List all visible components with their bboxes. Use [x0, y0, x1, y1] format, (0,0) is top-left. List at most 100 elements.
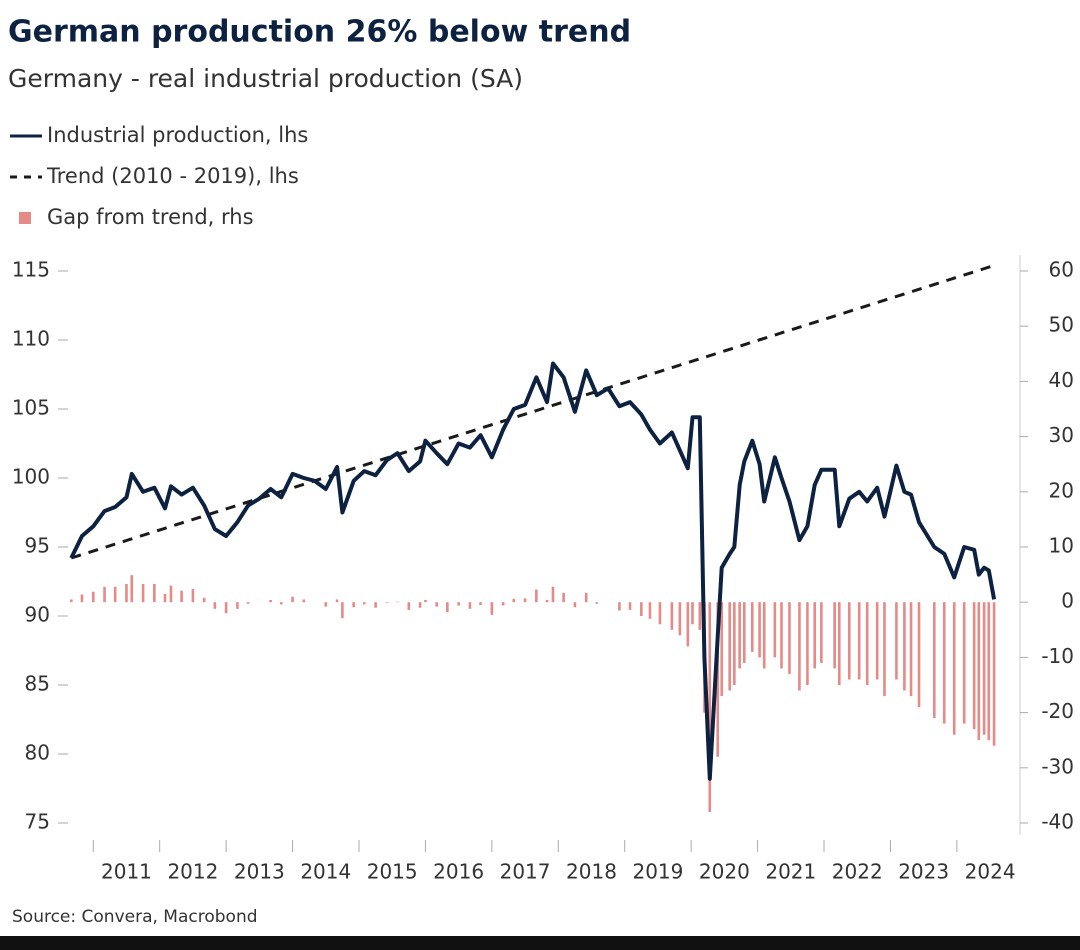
gap-bar — [479, 602, 482, 605]
gap-bar — [573, 602, 577, 608]
y2-tick-label: -40 — [1041, 810, 1074, 834]
gap-bar — [545, 599, 549, 603]
y-tick-label: 90 — [25, 603, 50, 627]
gap-bar — [952, 602, 956, 735]
x-tick-label: 2020 — [699, 860, 750, 884]
gap-bar — [130, 575, 134, 603]
gap-bar — [407, 602, 411, 610]
gap-bar — [670, 602, 674, 630]
gap-bar — [773, 602, 777, 658]
production-line — [69, 361, 997, 781]
gap-bar — [435, 602, 439, 607]
y2-tick-label: 40 — [1049, 368, 1074, 392]
x-tick-label: 2019 — [632, 860, 683, 884]
gap-bar — [895, 602, 898, 680]
gap-bar — [103, 586, 106, 603]
gap-bar — [141, 583, 145, 603]
gap-bar — [917, 602, 921, 708]
gap-bar — [972, 602, 976, 730]
gap-bar — [501, 602, 505, 606]
gap-bar — [335, 599, 339, 603]
gap-bar — [820, 602, 823, 663]
chart-subtitle: Germany - real industrial production (SA… — [8, 64, 523, 93]
x-tick-label: 2013 — [234, 860, 285, 884]
gap-bar — [962, 602, 966, 724]
gap-bar — [847, 602, 851, 680]
gap-bar — [457, 602, 460, 606]
gap-bar — [865, 602, 869, 685]
gap-bar — [374, 602, 377, 608]
gap-bar — [758, 602, 761, 658]
gap-bar — [813, 602, 817, 669]
gap-bar — [658, 602, 662, 625]
x-tick-label: 2018 — [566, 860, 617, 884]
gap-bar — [750, 602, 754, 652]
gap-bar — [678, 602, 682, 636]
gap-bar — [648, 602, 652, 619]
gap-bar — [595, 602, 599, 604]
x-tick-label: 2015 — [367, 860, 418, 884]
gap-bar — [213, 602, 217, 609]
source-note: Source: Convera, Macrobond — [12, 907, 258, 927]
gap-bar — [780, 602, 783, 669]
gap-bar — [743, 602, 746, 663]
gap-bar — [202, 597, 206, 603]
gap-bar — [628, 602, 632, 610]
gap-bar — [396, 601, 399, 603]
gap-bar — [363, 602, 366, 605]
y2-tick-label: -10 — [1041, 644, 1074, 668]
gap-bar — [618, 602, 621, 611]
gap-bar — [716, 602, 720, 757]
gap-bar — [857, 602, 861, 680]
x-tick-label: 2023 — [898, 860, 949, 884]
y-tick-label: 115 — [12, 258, 50, 282]
y2-tick-label: -30 — [1041, 754, 1074, 778]
x-tick-label: 2022 — [832, 860, 883, 884]
gap-bar — [562, 592, 565, 603]
gap-bar — [987, 602, 991, 741]
gap-bar — [163, 593, 167, 603]
x-tick-label: 2011 — [101, 860, 152, 884]
y2-tick-label: 0 — [1061, 589, 1074, 613]
legend-label: Gap from trend, rhs — [47, 205, 254, 229]
gap-bar — [113, 586, 117, 603]
gap-bar — [738, 602, 741, 669]
gap-bar — [838, 602, 841, 685]
gap-bar — [169, 585, 173, 603]
gap-bar — [733, 602, 736, 685]
gap-bar — [933, 602, 936, 719]
bottom-strip — [0, 936, 1080, 950]
y-tick-label: 100 — [12, 465, 50, 489]
gap-bar — [324, 602, 328, 607]
y2-tick-label: 30 — [1049, 423, 1074, 447]
gap-bar — [903, 602, 906, 691]
gap-bar — [686, 602, 690, 647]
gap-bar — [418, 602, 422, 608]
gap-bar — [180, 590, 183, 603]
gap-bar — [551, 586, 555, 603]
y-tick-label: 85 — [25, 672, 50, 696]
gap-bar — [224, 602, 228, 614]
legend-label: Trend (2010 - 2019), lhs — [46, 164, 299, 188]
y-tick-label: 105 — [12, 396, 50, 420]
gap-bar — [640, 602, 643, 616]
x-tick-label: 2021 — [765, 860, 816, 884]
gap-bar — [341, 602, 344, 619]
y2-tick-label: -20 — [1041, 699, 1074, 723]
y-tick-label: 110 — [12, 327, 50, 351]
gap-bar — [535, 589, 538, 603]
gap-bar — [291, 596, 294, 603]
x-tick-label: 2014 — [300, 860, 351, 884]
gap-bar — [279, 602, 283, 605]
gap-bar — [691, 602, 694, 625]
chart-title: German production 26% below trend — [8, 15, 631, 50]
gap-bar — [236, 602, 239, 609]
x-tick-label: 2017 — [500, 860, 551, 884]
gap-bar — [762, 602, 766, 669]
gap-bar — [977, 602, 981, 741]
y2-tick-label: 20 — [1049, 478, 1074, 502]
gap-bar — [833, 602, 836, 669]
gap-bar — [788, 602, 791, 674]
gap-bar — [246, 602, 250, 604]
